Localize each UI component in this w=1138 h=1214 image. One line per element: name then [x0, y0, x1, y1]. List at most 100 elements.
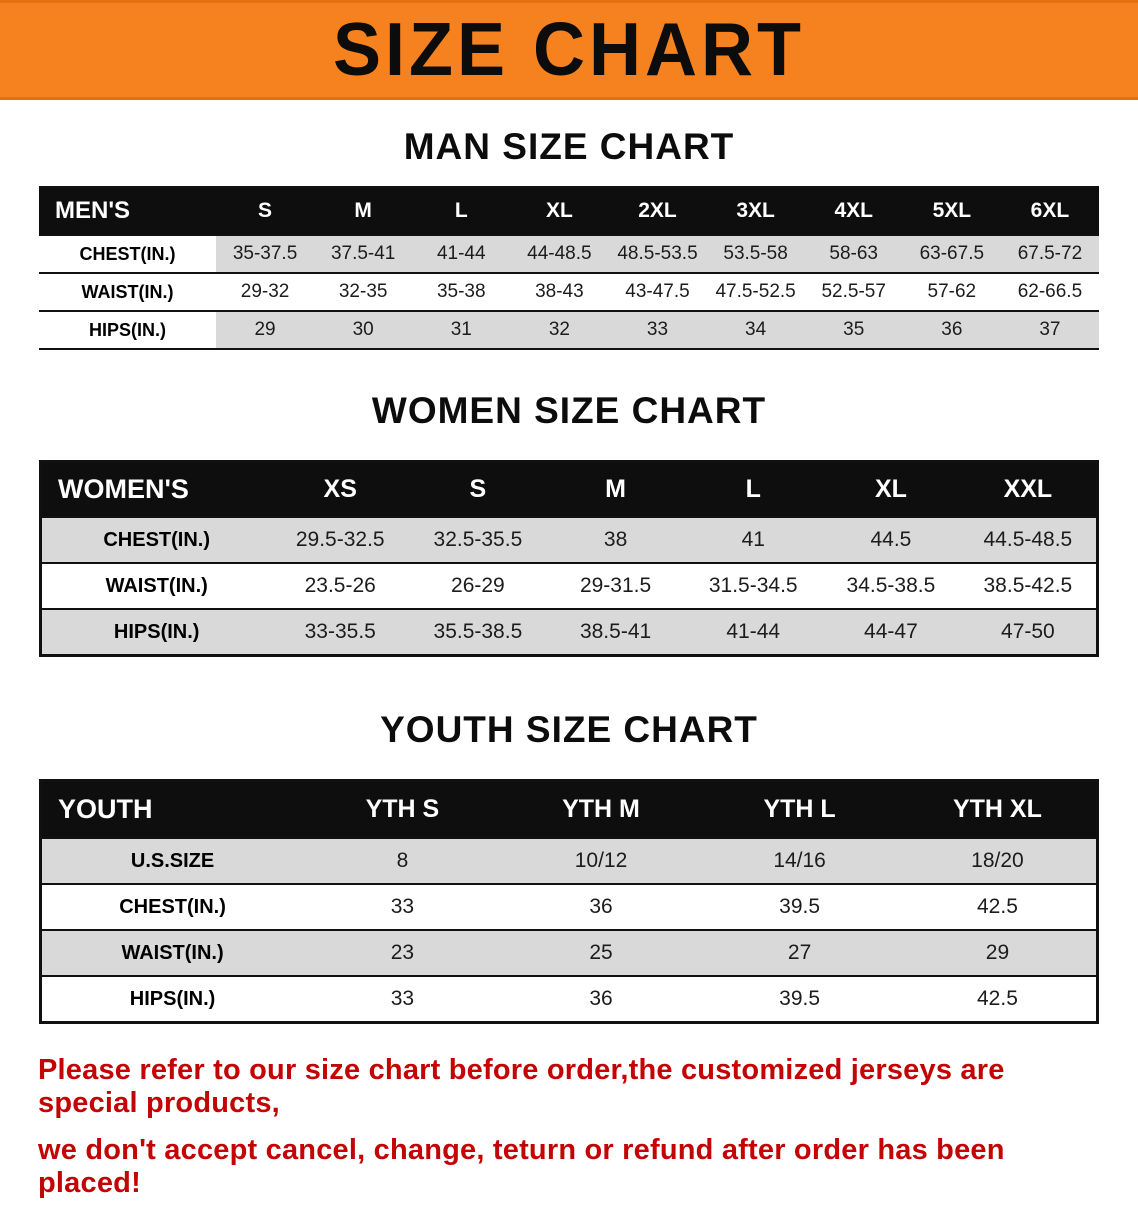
value-cell: 33: [390, 987, 415, 1010]
row-label: HIPS(IN.): [129, 987, 216, 1010]
size-column-header: S: [409, 461, 547, 517]
value-cell: 44-48.5: [527, 243, 592, 264]
row-label: CHEST(IN.): [39, 235, 216, 273]
row-label: WAIST(IN.): [39, 273, 216, 311]
value-cell: 37: [1039, 319, 1061, 340]
size-column-header: XS: [271, 461, 410, 517]
value-cell: 47-50: [1001, 620, 1055, 643]
value-cell: 29-31.5: [579, 574, 652, 597]
size-column-header: YTH L: [700, 780, 899, 838]
size-column-header: L: [684, 461, 823, 517]
value-cell: 35: [843, 319, 865, 340]
value-cell: 42.5: [977, 895, 1018, 918]
measurement-row: CHEST(IN.) 33 36 39.5 42.5: [40, 884, 1098, 930]
size-column-header: YTH M: [501, 780, 701, 838]
value-cell: 33-35.5: [304, 620, 376, 643]
youth-size-table: YOUTH YTH S YTH M YTH L YTH XL U.S.SIZE 8 10/12…: [39, 779, 1099, 1024]
size-column-header: 5XL: [902, 187, 1001, 235]
row-label: CHEST(IN.): [103, 528, 211, 551]
size-column-header: XL: [510, 187, 609, 235]
row-label: U.S.SIZE: [130, 849, 215, 872]
value-cell: 18/20: [971, 849, 1024, 872]
value-cell: 67.5-72: [1017, 243, 1083, 264]
value-cell: 26-29: [451, 574, 505, 597]
value-cell: 36: [589, 895, 613, 918]
table-title-cell: WOMEN'S: [40, 461, 272, 517]
measurement-row: HIPS(IN.) 33-35.5 35.5-38.5 38.5-41 41-44 44-…: [40, 609, 1098, 656]
value-cell: 35-37.5: [232, 243, 298, 264]
value-cell: 27: [787, 941, 812, 964]
value-cell: 32-35: [338, 281, 388, 302]
row-label: HIPS(IN.): [39, 311, 216, 349]
size-column-header: S: [216, 187, 315, 235]
measurement-row: HIPS(IN.) 33 36 39.5 42.5: [40, 976, 1098, 1023]
measurement-row: WAIST(IN.) 23 25 27 29: [40, 930, 1098, 976]
disclaimer-line-1: Please refer to our size chart before or…: [38, 1054, 1005, 1119]
measurement-row: U.S.SIZE 8 10/12 14/16 18/20: [40, 838, 1098, 884]
value-cell: 33: [646, 319, 669, 340]
value-cell: 23: [390, 941, 415, 964]
value-cell: 14/16: [773, 849, 826, 872]
value-cell: 37.5-41: [330, 243, 396, 264]
disclaimer-line-2: we don't accept cancel, change, teturn o…: [38, 1134, 1005, 1199]
row-label: WAIST(IN.): [121, 941, 224, 964]
value-cell: 43-47.5: [625, 281, 690, 302]
value-cell: 38.5-42.5: [983, 574, 1073, 597]
size-chart-banner: SIZE CHART: [0, 0, 1138, 100]
value-cell: 29: [254, 319, 276, 340]
value-cell: 29.5-32.5: [295, 528, 385, 551]
value-cell: 30: [352, 319, 374, 340]
value-cell: 36: [589, 987, 613, 1010]
header-row: MEN'S S M L XL 2XL 3XL 4XL 5XL 6XL: [39, 187, 1099, 235]
size-column-header: 6XL: [1000, 187, 1099, 235]
value-cell: 25: [589, 941, 613, 964]
size-column-header: YTH XL: [898, 780, 1098, 838]
size-column-header: L: [412, 187, 511, 235]
header-row: YOUTH YTH S YTH M YTH L YTH XL: [40, 780, 1098, 838]
value-cell: 32: [548, 319, 570, 340]
row-label: WAIST(IN.): [105, 574, 208, 597]
value-cell: 38-43: [535, 281, 584, 302]
value-cell: 32.5-35.5: [433, 528, 523, 551]
measurement-row: WAIST(IN.) 23.5-26 26-29 29-31.5 31.5-34.5 34…: [40, 563, 1098, 609]
size-column-header: 2XL: [608, 187, 707, 235]
value-cell: 48.5-53.5: [617, 243, 698, 264]
value-cell: 38: [603, 528, 628, 551]
size-column-header: M: [314, 187, 413, 235]
value-cell: 53.5-58: [723, 243, 788, 264]
value-cell: 8: [396, 849, 409, 872]
value-cell: 34: [745, 319, 767, 340]
header-row: WOMEN'S XS S M L XL XXL: [40, 461, 1098, 517]
value-cell: 41: [741, 528, 765, 551]
value-cell: 39.5: [779, 895, 821, 918]
size-column-header: XL: [822, 461, 960, 517]
measurement-row: HIPS(IN.) 29 30 31 32 33 34 35 36 37: [39, 311, 1099, 349]
value-cell: 47.5-52.5: [715, 281, 796, 302]
size-column-header: 3XL: [706, 187, 805, 235]
value-cell: 58-63: [829, 243, 879, 264]
value-cell: 44.5: [870, 528, 912, 551]
size-column-header: M: [546, 461, 685, 517]
women-size-table: WOMEN'S XS S M L XL XXL CHEST(IN.) 29.5-32.5 32.5…: [39, 460, 1099, 657]
value-cell: 10/12: [574, 849, 628, 872]
value-cell: 35.5-38.5: [433, 620, 523, 643]
value-cell: 39.5: [779, 987, 821, 1010]
size-column-header: YTH S: [303, 780, 502, 838]
value-cell: 34.5-38.5: [846, 574, 936, 597]
disclaimer: Please refer to our size chart before or…: [38, 1054, 1100, 1200]
men-section-heading: MAN SIZE CHART: [403, 126, 735, 167]
value-cell: 33: [390, 895, 415, 918]
banner-title: SIZE CHART: [333, 8, 805, 93]
measurement-row: WAIST(IN.) 29-32 32-35 35-38 38-43 43-47.5 47.…: [39, 273, 1099, 311]
value-cell: 23.5-26: [304, 574, 376, 597]
value-cell: 36: [941, 319, 963, 340]
size-column-header: XXL: [959, 461, 1098, 517]
value-cell: 44-47: [864, 620, 918, 643]
value-cell: 29: [985, 941, 1010, 964]
value-cell: 38.5-41: [579, 620, 652, 643]
row-label: HIPS(IN.): [113, 620, 200, 643]
row-label: CHEST(IN.): [119, 895, 226, 918]
youth-section-heading: YOUTH SIZE CHART: [380, 709, 758, 750]
value-cell: 29-32: [240, 281, 290, 302]
value-cell: 42.5: [977, 987, 1018, 1010]
